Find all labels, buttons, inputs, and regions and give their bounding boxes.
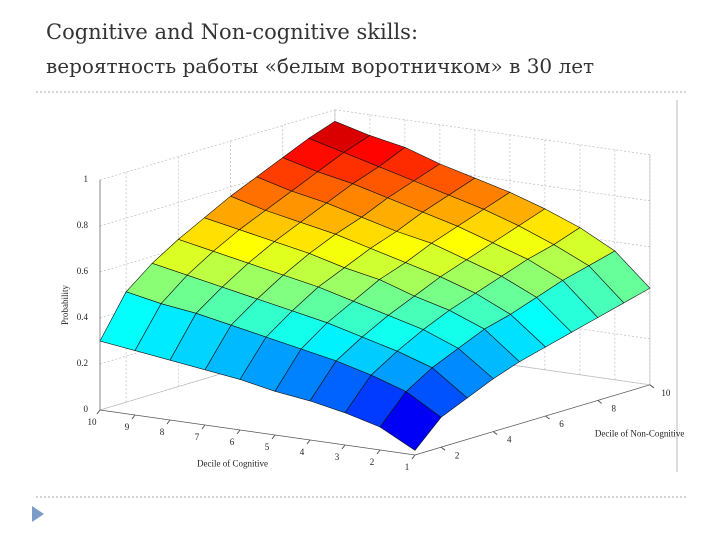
z-tick-label: 0.6 [77,266,89,276]
grid-line [334,109,650,156]
x-tick-label: 1 [405,462,410,472]
tick-mark [341,444,346,450]
x-tick-label: 8 [160,427,165,437]
y-tick-label: 2 [455,450,460,460]
surface-patch [379,391,442,451]
tick-mark [306,439,311,445]
tick-mark [411,454,416,460]
z-tick-label: 0.8 [77,220,89,230]
tick-mark [131,414,136,420]
tick-mark [271,434,276,440]
x-tick-label: 4 [300,447,305,457]
x-tick-label: 3 [335,452,340,462]
bullet [32,506,44,522]
tick-mark [597,399,603,404]
tick-mark [236,429,241,435]
tick-mark [96,409,101,415]
axis-line [414,384,651,456]
tick-mark [492,431,498,436]
x-tick-label: 2 [370,457,375,467]
slide-subtitle: вероятность работы «белым воротничком» в… [46,54,595,78]
tick-mark [376,449,381,455]
y-tick-label: 4 [507,435,512,445]
x-tick-label: 5 [265,442,270,452]
tick-mark [166,419,171,425]
y-tick-label: 6 [559,419,564,429]
x-tick-label: 10 [88,417,98,427]
x-tick-label: 7 [195,432,200,442]
tick-mark [649,384,655,389]
x-tick-label: 9 [125,422,130,432]
y-tick-label: 8 [611,403,616,413]
z-axis-label: Probability [60,285,70,325]
x-tick-label: 6 [230,437,235,447]
grid-line [99,109,336,181]
z-tick-label: 0 [84,404,89,414]
z-tick-label: 0.2 [77,358,88,368]
x-axis-label: Decile of Cognitive [197,459,268,469]
z-tick-label: 1 [84,174,89,184]
y-tick-label: 10 [661,388,671,398]
tick-mark [545,415,550,420]
z-tick-label: 0.4 [77,312,89,322]
axis-line [99,409,416,456]
slide-title: Cognitive and Non-cognitive skills: [46,20,419,44]
y-axis-label: Decile of Non-Cognitive [595,428,684,438]
tick-mark [440,446,446,451]
tick-mark [201,424,206,430]
